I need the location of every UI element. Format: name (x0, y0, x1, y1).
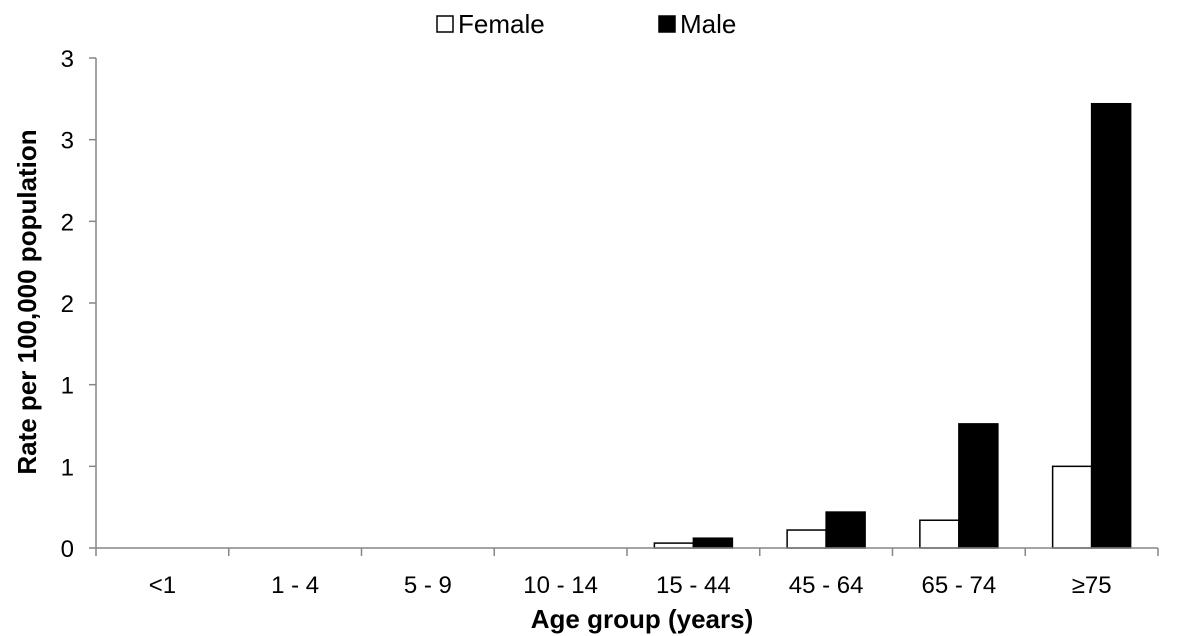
bar-male-4 (692, 537, 734, 549)
legend-label-female: Female (458, 9, 545, 39)
legend: Female Male (436, 9, 736, 39)
x-axis-title: Age group (years) (531, 604, 754, 634)
y-tick-label: 2 (61, 209, 74, 236)
y-tick-label: 2 (61, 291, 74, 318)
x-axis: <1 1 - 4 5 - 9 10 - 14 15 - 44 45 - 64 65 - 74… (95, 547, 1159, 599)
x-tick-label: 10 - 14 (523, 572, 598, 599)
y-axis: 0 1 1 2 2 3 3 (61, 46, 97, 563)
bars (653, 102, 1132, 549)
bar-male-6 (958, 423, 999, 549)
x-tick-label: <1 (149, 572, 176, 599)
y-axis-title: Rate per 100,000 population (12, 129, 42, 474)
x-tick-label: 5 - 9 (404, 572, 452, 599)
y-tick-label: 1 (61, 454, 74, 481)
y-tick-label: 0 (61, 536, 74, 563)
x-tick-label: 45 - 64 (789, 572, 864, 599)
bar-female-6 (919, 519, 960, 549)
x-tick-label: 15 - 44 (656, 572, 731, 599)
x-tick-label: 65 - 74 (922, 572, 997, 599)
legend-label-male: Male (680, 9, 736, 39)
x-tick-label: ≥75 (1072, 572, 1112, 599)
y-tick-label: 3 (61, 128, 74, 155)
bar-female-7 (1051, 465, 1093, 549)
x-tick-label: 1 - 4 (271, 572, 319, 599)
legend-swatch-female (436, 15, 454, 33)
y-tick-label: 1 (61, 373, 74, 400)
bar-female-5 (786, 529, 827, 549)
legend-swatch-male (658, 15, 676, 33)
y-tick-label: 3 (61, 46, 74, 73)
bar-male-5 (825, 511, 866, 549)
bar-male-7 (1090, 102, 1132, 549)
